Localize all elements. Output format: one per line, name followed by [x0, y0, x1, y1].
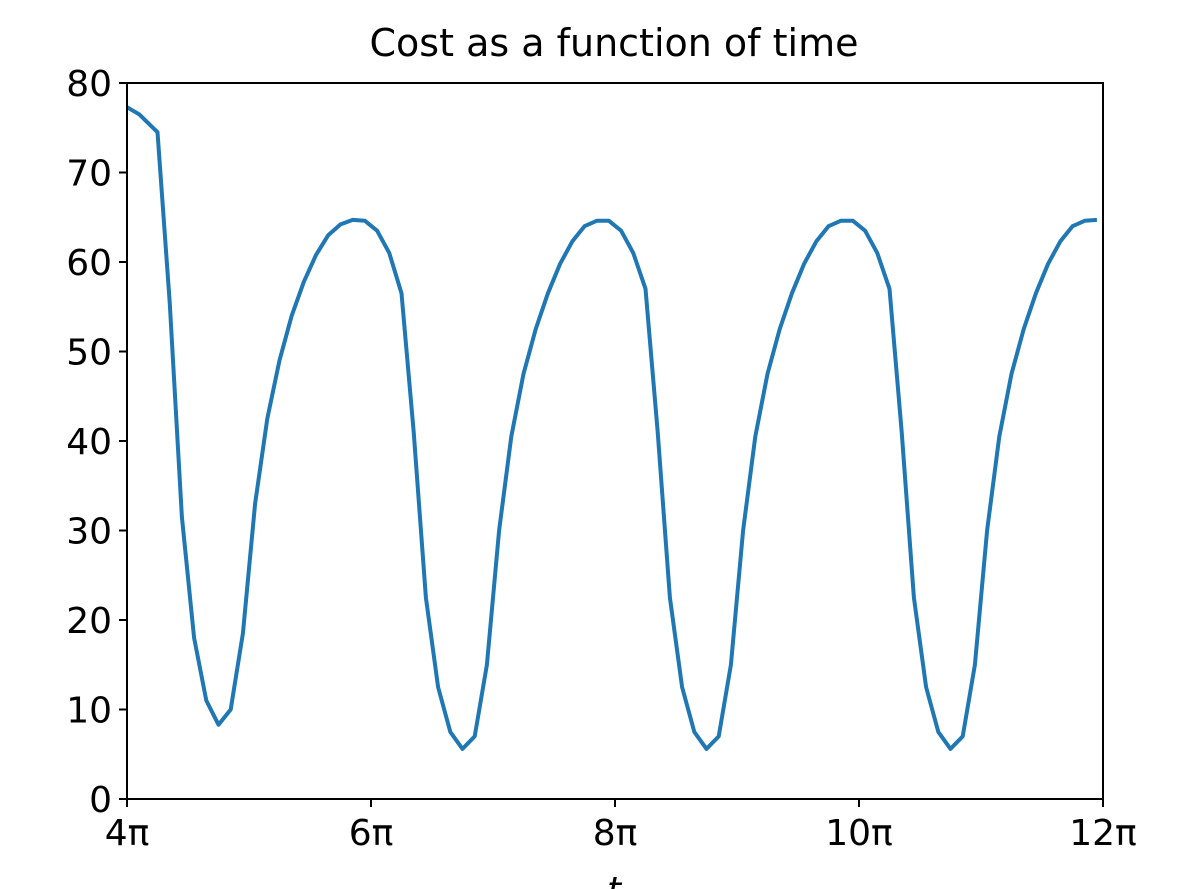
x-tick-label: 4π	[105, 813, 150, 854]
y-tick-label: 0	[89, 780, 112, 821]
y-tick-label: 50	[66, 333, 112, 374]
chart-title: Cost as a function of time	[370, 21, 859, 65]
plot-area	[125, 105, 1098, 751]
y-tick-label: 40	[66, 422, 112, 463]
y-tick-label: 80	[66, 64, 112, 105]
x-axis-label: t	[607, 870, 623, 889]
y-tick-label: 60	[66, 243, 112, 284]
y-tick-label: 70	[66, 154, 112, 195]
y-tick-label: 30	[66, 512, 112, 553]
x-axis: 4π 6π 8π 10π 12π	[105, 799, 1137, 854]
y-axis: 0 10 20 30 40 50 60 70 80	[66, 64, 127, 821]
x-tick-label: 6π	[349, 813, 394, 854]
x-tick-label: 10π	[825, 813, 892, 854]
x-tick-label: 12π	[1069, 813, 1136, 854]
series-line-0	[125, 105, 1098, 751]
y-tick-label: 20	[66, 601, 112, 642]
x-tick-label: 8π	[593, 813, 638, 854]
axes-frame	[126, 82, 1104, 800]
y-tick-label: 10	[66, 691, 112, 732]
